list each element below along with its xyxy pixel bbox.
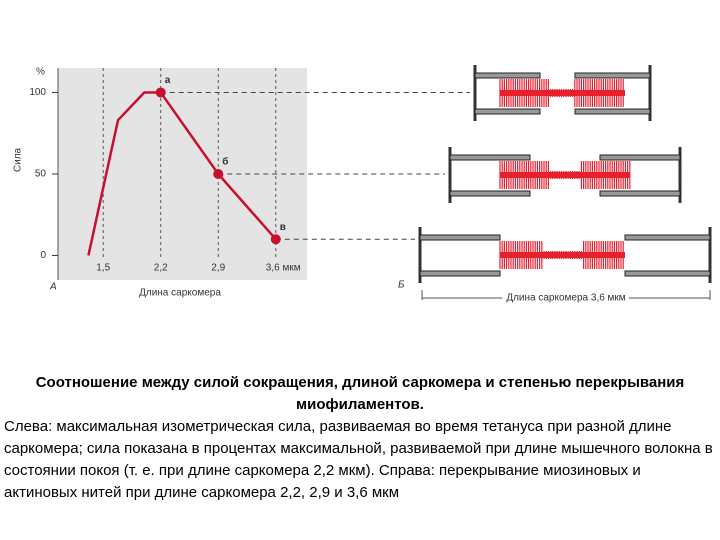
actin [599, 190, 681, 197]
x-tick-label: 2,9 [211, 263, 225, 274]
actin [599, 154, 681, 161]
actin [474, 72, 541, 79]
x-tick-label: 3,6 мкм [266, 263, 301, 274]
y-tick-label: 100 [29, 87, 46, 98]
y-tick-label: 0 [40, 250, 46, 261]
panel-letter: А [49, 282, 57, 293]
plot-area [58, 68, 307, 280]
actin [574, 72, 651, 79]
point-label: в [280, 222, 286, 233]
sarcomere-diagrams [418, 65, 712, 283]
y-tick-label: 50 [35, 169, 47, 180]
caption: Соотношение между силой сокращения, длин… [4, 372, 716, 504]
point-label: а [165, 75, 171, 86]
myosin-core [500, 252, 625, 258]
series-line [87, 91, 277, 256]
actin [449, 190, 531, 197]
x-tick-label: 1,5 [96, 263, 110, 274]
caption-body: Слева: максимальная изометрическая сила,… [4, 418, 713, 501]
diagram-label: Длина саркомера 3,6 мкм [506, 293, 625, 304]
myosin-core [500, 172, 630, 178]
actin [419, 270, 501, 277]
myosin-core [500, 90, 625, 96]
actin [624, 234, 711, 241]
point [213, 169, 224, 179]
panel-letter: Б [398, 280, 405, 291]
point [270, 234, 281, 245]
point [155, 87, 166, 98]
y-axis-label: Сила [13, 147, 24, 172]
actin [624, 270, 711, 277]
actin [449, 154, 531, 161]
x-axis-label: Длина саркомера [139, 288, 221, 299]
figure: % Сила Длина саркомера А Б Длина саркоме… [12, 65, 712, 304]
point-label: б [222, 156, 228, 168]
caption-title: Соотношение между силой сокращения, длин… [35, 374, 685, 413]
actin [574, 108, 651, 115]
actin [419, 234, 501, 241]
y-unit: % [36, 67, 45, 78]
actin [474, 108, 541, 115]
x-tick-label: 2,2 [154, 263, 168, 274]
